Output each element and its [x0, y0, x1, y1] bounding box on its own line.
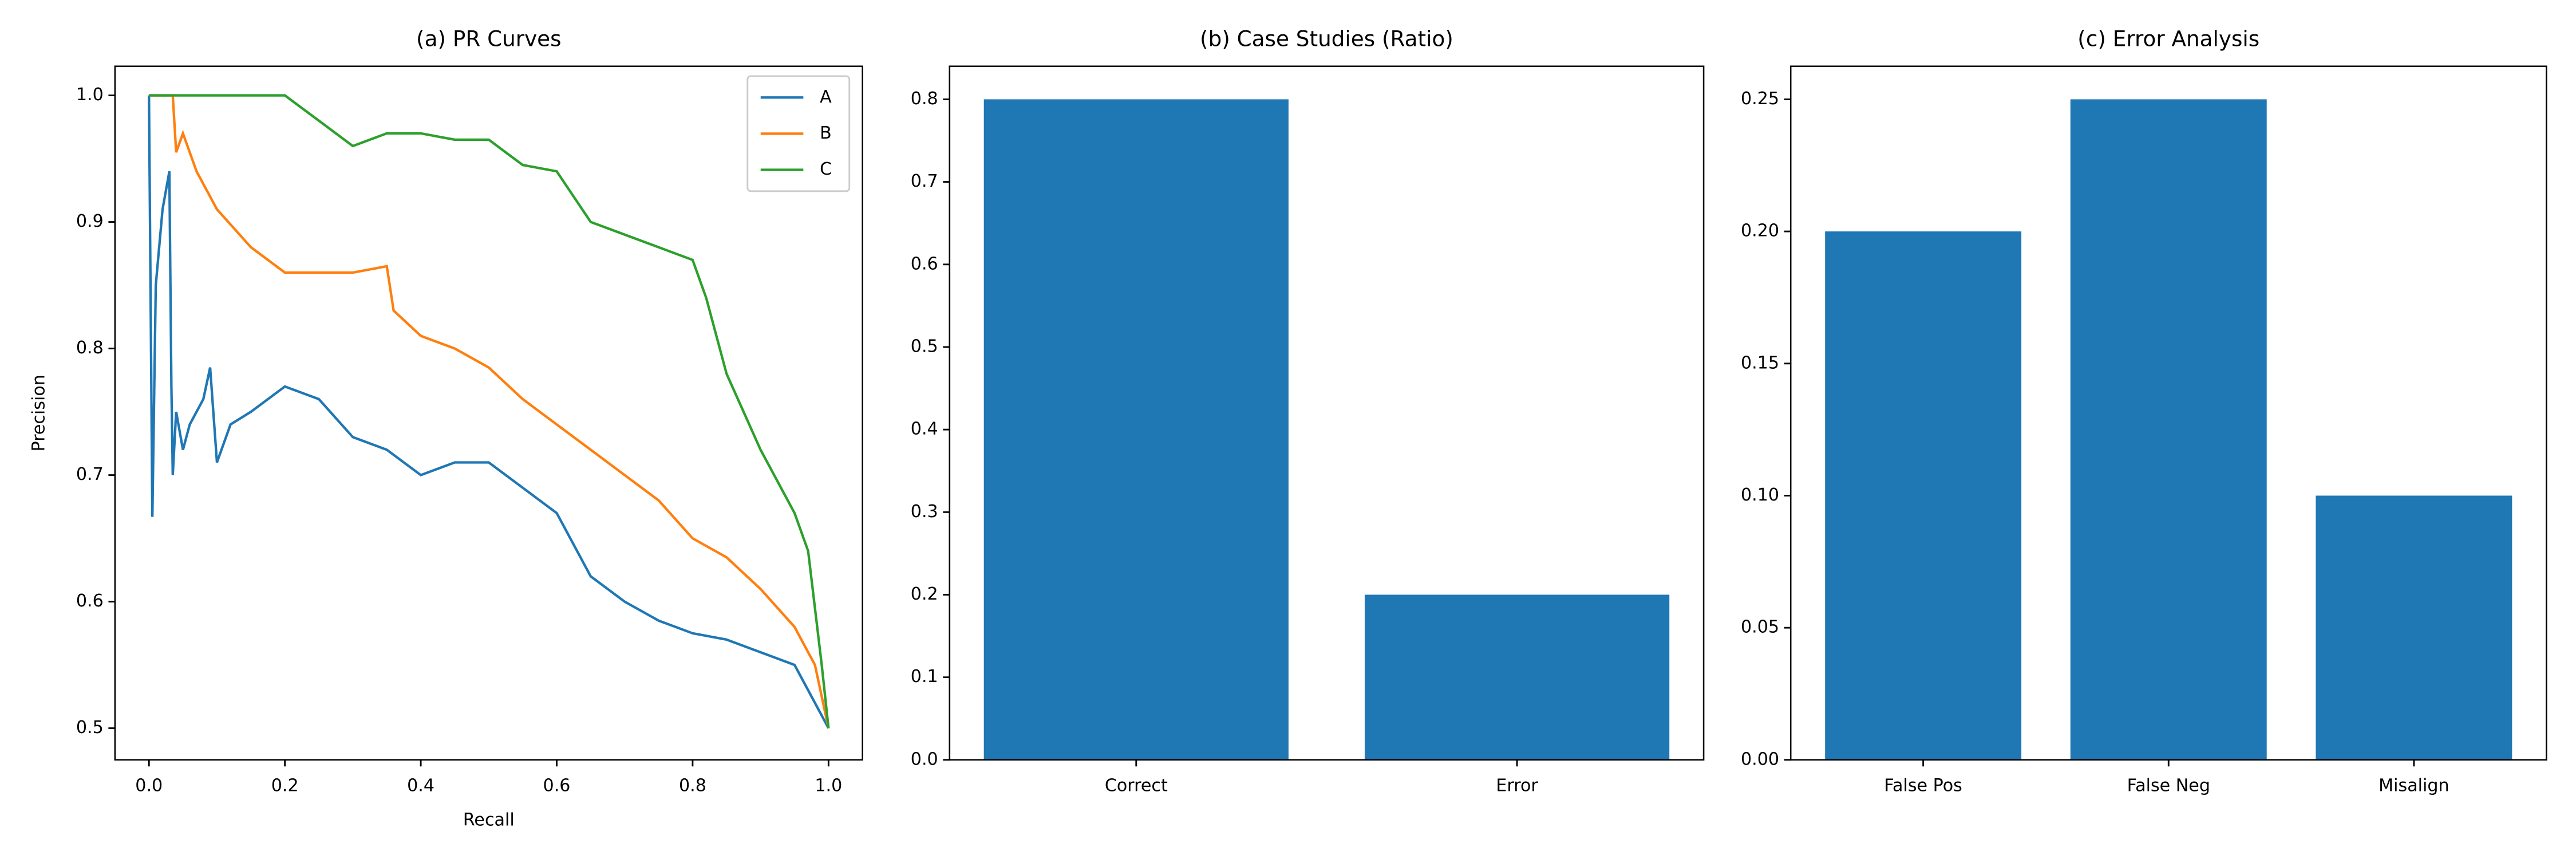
- y-tick-label: 0.2: [911, 584, 938, 604]
- x-tick-label: 0.0: [135, 775, 163, 795]
- pr-curve: [148, 95, 830, 729]
- y-tick-label: 0.8: [911, 89, 938, 109]
- chart-title: (a) PR Curves: [416, 26, 562, 51]
- x-tick-label: Error: [1496, 775, 1538, 795]
- x-tick-label: 0.8: [679, 775, 706, 795]
- legend-label: A: [820, 87, 832, 107]
- y-axis-label: Precision: [29, 375, 49, 451]
- x-tick-label: Misalign: [2379, 775, 2449, 795]
- y-tick-label: 0.20: [1741, 221, 1779, 241]
- y-tick-label: 0.25: [1741, 89, 1779, 109]
- legend-label: B: [820, 123, 832, 143]
- y-tick-label: 0.15: [1741, 353, 1779, 373]
- chart-title: (c) Error Analysis: [2077, 26, 2259, 51]
- axes-frame: [114, 65, 863, 761]
- x-tick-label: 0.6: [543, 775, 571, 795]
- y-tick-label: 0.6: [911, 254, 938, 274]
- y-tick-label: 0.8: [76, 338, 104, 358]
- y-tick-label: 0.5: [76, 718, 104, 738]
- y-tick-label: 0.05: [1741, 617, 1779, 637]
- bar: [2316, 495, 2512, 760]
- axes-frame: [949, 65, 1705, 761]
- x-tick-label: False Neg: [2127, 775, 2210, 795]
- bar: [1364, 594, 1670, 760]
- x-tick-label: False Pos: [1884, 775, 1962, 795]
- y-tick-label: 0.7: [76, 464, 104, 484]
- bar: [1825, 231, 2022, 760]
- x-tick-label: 1.0: [815, 775, 842, 795]
- x-tick-label: 0.2: [271, 775, 299, 795]
- y-tick-label: 0.6: [76, 591, 104, 611]
- y-tick-label: 0.5: [911, 336, 938, 356]
- y-tick-label: 0.0: [911, 749, 938, 769]
- y-tick-label: 0.10: [1741, 485, 1779, 505]
- y-tick-label: 1.0: [76, 85, 104, 105]
- x-tick-label: Correct: [1105, 775, 1168, 795]
- pr-curve: [149, 94, 830, 728]
- pr-curve: [149, 94, 830, 729]
- y-tick-label: 0.7: [911, 171, 938, 191]
- y-tick-label: 0.3: [911, 502, 938, 522]
- y-tick-label: 0.00: [1741, 749, 1779, 769]
- y-tick-label: 0.1: [911, 667, 938, 687]
- bar: [983, 99, 1289, 760]
- legend-label: C: [820, 159, 832, 179]
- chart-title: (b) Case Studies (Ratio): [1200, 26, 1453, 51]
- x-tick-label: 0.4: [407, 775, 434, 795]
- y-tick-label: 0.9: [76, 211, 104, 231]
- bar: [2070, 99, 2267, 760]
- x-axis-label: Recall: [463, 810, 515, 830]
- y-tick-label: 0.4: [911, 419, 938, 439]
- axes-frame: [1789, 65, 2547, 761]
